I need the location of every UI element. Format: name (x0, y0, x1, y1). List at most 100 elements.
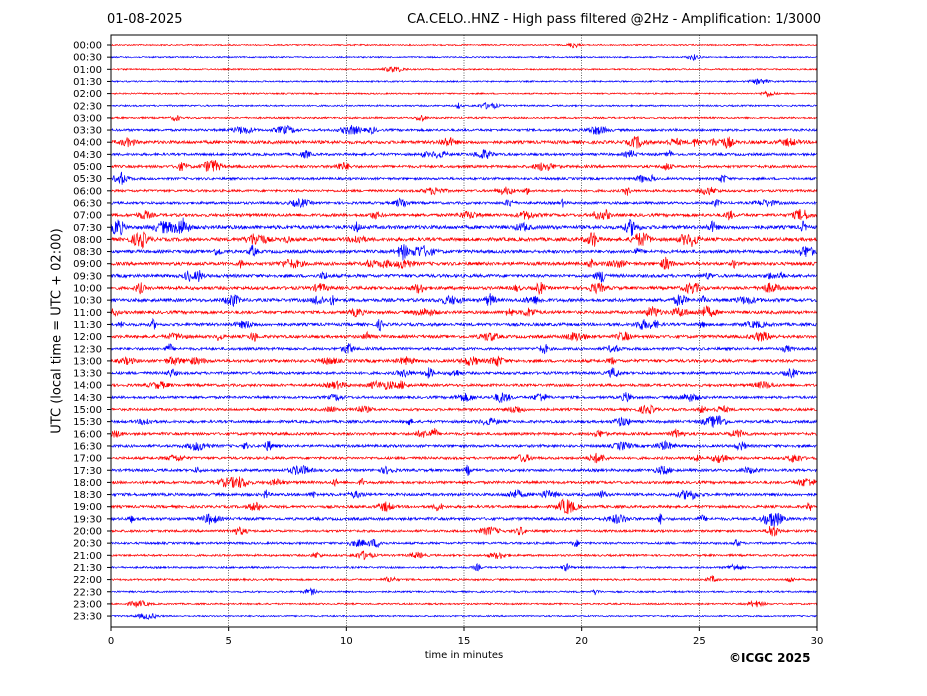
trace-1100 (110, 304, 818, 318)
x-axis-ticks: 0 5 10 15 20 25 30 (108, 627, 823, 647)
grid-lines (228, 35, 700, 627)
trace-0100 (110, 66, 818, 73)
trace-1530 (110, 415, 818, 428)
trace-0430 (110, 148, 818, 159)
trace-2100 (110, 550, 818, 561)
trace-0130 (110, 78, 818, 85)
y-tick-label: 17:00 (73, 454, 102, 465)
y-tick-label: 09:30 (73, 271, 102, 282)
trace-1730 (110, 464, 818, 476)
trace-1330 (110, 367, 818, 379)
trace-2200 (110, 574, 818, 583)
trace-1200 (110, 330, 818, 342)
y-tick-label: 08:30 (73, 247, 102, 258)
copyright-label: ©ICGC 2025 (729, 651, 811, 665)
y-tick-label: 07:00 (73, 211, 102, 222)
y-tick-label: 03:30 (73, 126, 102, 137)
x-axis-label: time in minutes (424, 650, 504, 661)
x-tick-label: 10 (340, 636, 353, 647)
trace-0700 (110, 208, 818, 221)
trace-1500 (110, 404, 818, 415)
y-tick-label: 22:00 (73, 575, 102, 586)
trace-0600 (110, 186, 818, 196)
trace-1430 (110, 392, 818, 404)
trace-1630 (110, 439, 818, 452)
y-tick-label: 17:30 (73, 466, 102, 477)
y-tick-label: 20:00 (73, 527, 102, 538)
y-tick-label: 01:00 (73, 65, 102, 76)
x-tick-label: 15 (458, 636, 471, 647)
y-tick-label: 15:30 (73, 417, 102, 428)
y-tick-label: 11:00 (73, 308, 102, 319)
y-tick-label: 12:00 (73, 332, 102, 343)
y-tick-label: 10:30 (73, 296, 102, 307)
y-tick-label: 22:30 (73, 587, 102, 598)
y-tick-label: 10:00 (73, 284, 102, 295)
trace-0800 (110, 231, 818, 250)
y-tick-label: 16:00 (73, 429, 102, 440)
date-label: 01-08-2025 (107, 12, 183, 27)
trace-0630 (110, 197, 818, 209)
y-tick-label: 03:00 (73, 113, 102, 124)
y-tick-label: 08:00 (73, 235, 102, 246)
trace-0030 (110, 54, 818, 62)
y-tick-label: 04:30 (73, 150, 102, 161)
y-tick-label: 19:30 (73, 514, 102, 525)
y-tick-label: 14:00 (73, 381, 102, 392)
trace-1230 (110, 342, 818, 355)
x-tick-label: 0 (108, 636, 114, 647)
y-tick-label: 23:00 (73, 599, 102, 610)
trace-2000 (110, 526, 818, 537)
y-tick-label: 16:30 (73, 441, 102, 452)
y-tick-label: 09:00 (73, 259, 102, 270)
y-tick-label: 04:00 (73, 138, 102, 149)
y-tick-label: 20:30 (73, 539, 102, 550)
trace-2330 (110, 612, 818, 621)
x-tick-label: 20 (575, 636, 588, 647)
y-tick-label: 05:30 (73, 174, 102, 185)
trace-1400 (110, 379, 818, 390)
trace-2300 (110, 599, 818, 608)
trace-0730 (110, 217, 818, 237)
trace-0300 (110, 115, 818, 122)
y-tick-label: 13:00 (73, 356, 102, 367)
y-tick-label: 00:30 (73, 53, 102, 64)
trace-1930 (110, 512, 818, 528)
trace-0000 (110, 42, 818, 49)
trace-lines (110, 42, 818, 621)
trace-0500 (110, 160, 818, 172)
y-tick-label: 21:30 (73, 563, 102, 574)
y-tick-label: 23:30 (73, 612, 102, 623)
trace-1600 (110, 428, 818, 438)
y-tick-label: 02:00 (73, 89, 102, 100)
y-tick-label: 06:00 (73, 186, 102, 197)
trace-1830 (110, 488, 818, 501)
trace-2030 (110, 538, 818, 548)
trace-0530 (110, 171, 818, 185)
trace-1700 (110, 452, 818, 464)
y-tick-label: 15:00 (73, 405, 102, 416)
y-tick-label: 18:00 (73, 478, 102, 489)
trace-0330 (110, 124, 818, 136)
trace-1130 (110, 317, 818, 332)
y-tick-label: 21:00 (73, 551, 102, 562)
y-tick-label: 18:30 (73, 490, 102, 501)
trace-0830 (110, 244, 818, 261)
trace-0400 (110, 135, 818, 150)
y-tick-label: 11:30 (73, 320, 102, 331)
trace-1900 (110, 498, 818, 515)
y-tick-label: 12:30 (73, 344, 102, 355)
x-tick-label: 25 (693, 636, 706, 647)
trace-1800 (110, 476, 818, 489)
trace-0900 (110, 256, 818, 270)
plot-frame (110, 34, 818, 628)
y-tick-label: 06:30 (73, 198, 102, 209)
y-tick-label: 19:00 (73, 502, 102, 513)
trace-0930 (110, 270, 818, 283)
trace-0230 (110, 101, 818, 110)
y-tick-label: 07:30 (73, 223, 102, 234)
trace-1000 (110, 281, 818, 296)
y-tick-label: 14:30 (73, 393, 102, 404)
